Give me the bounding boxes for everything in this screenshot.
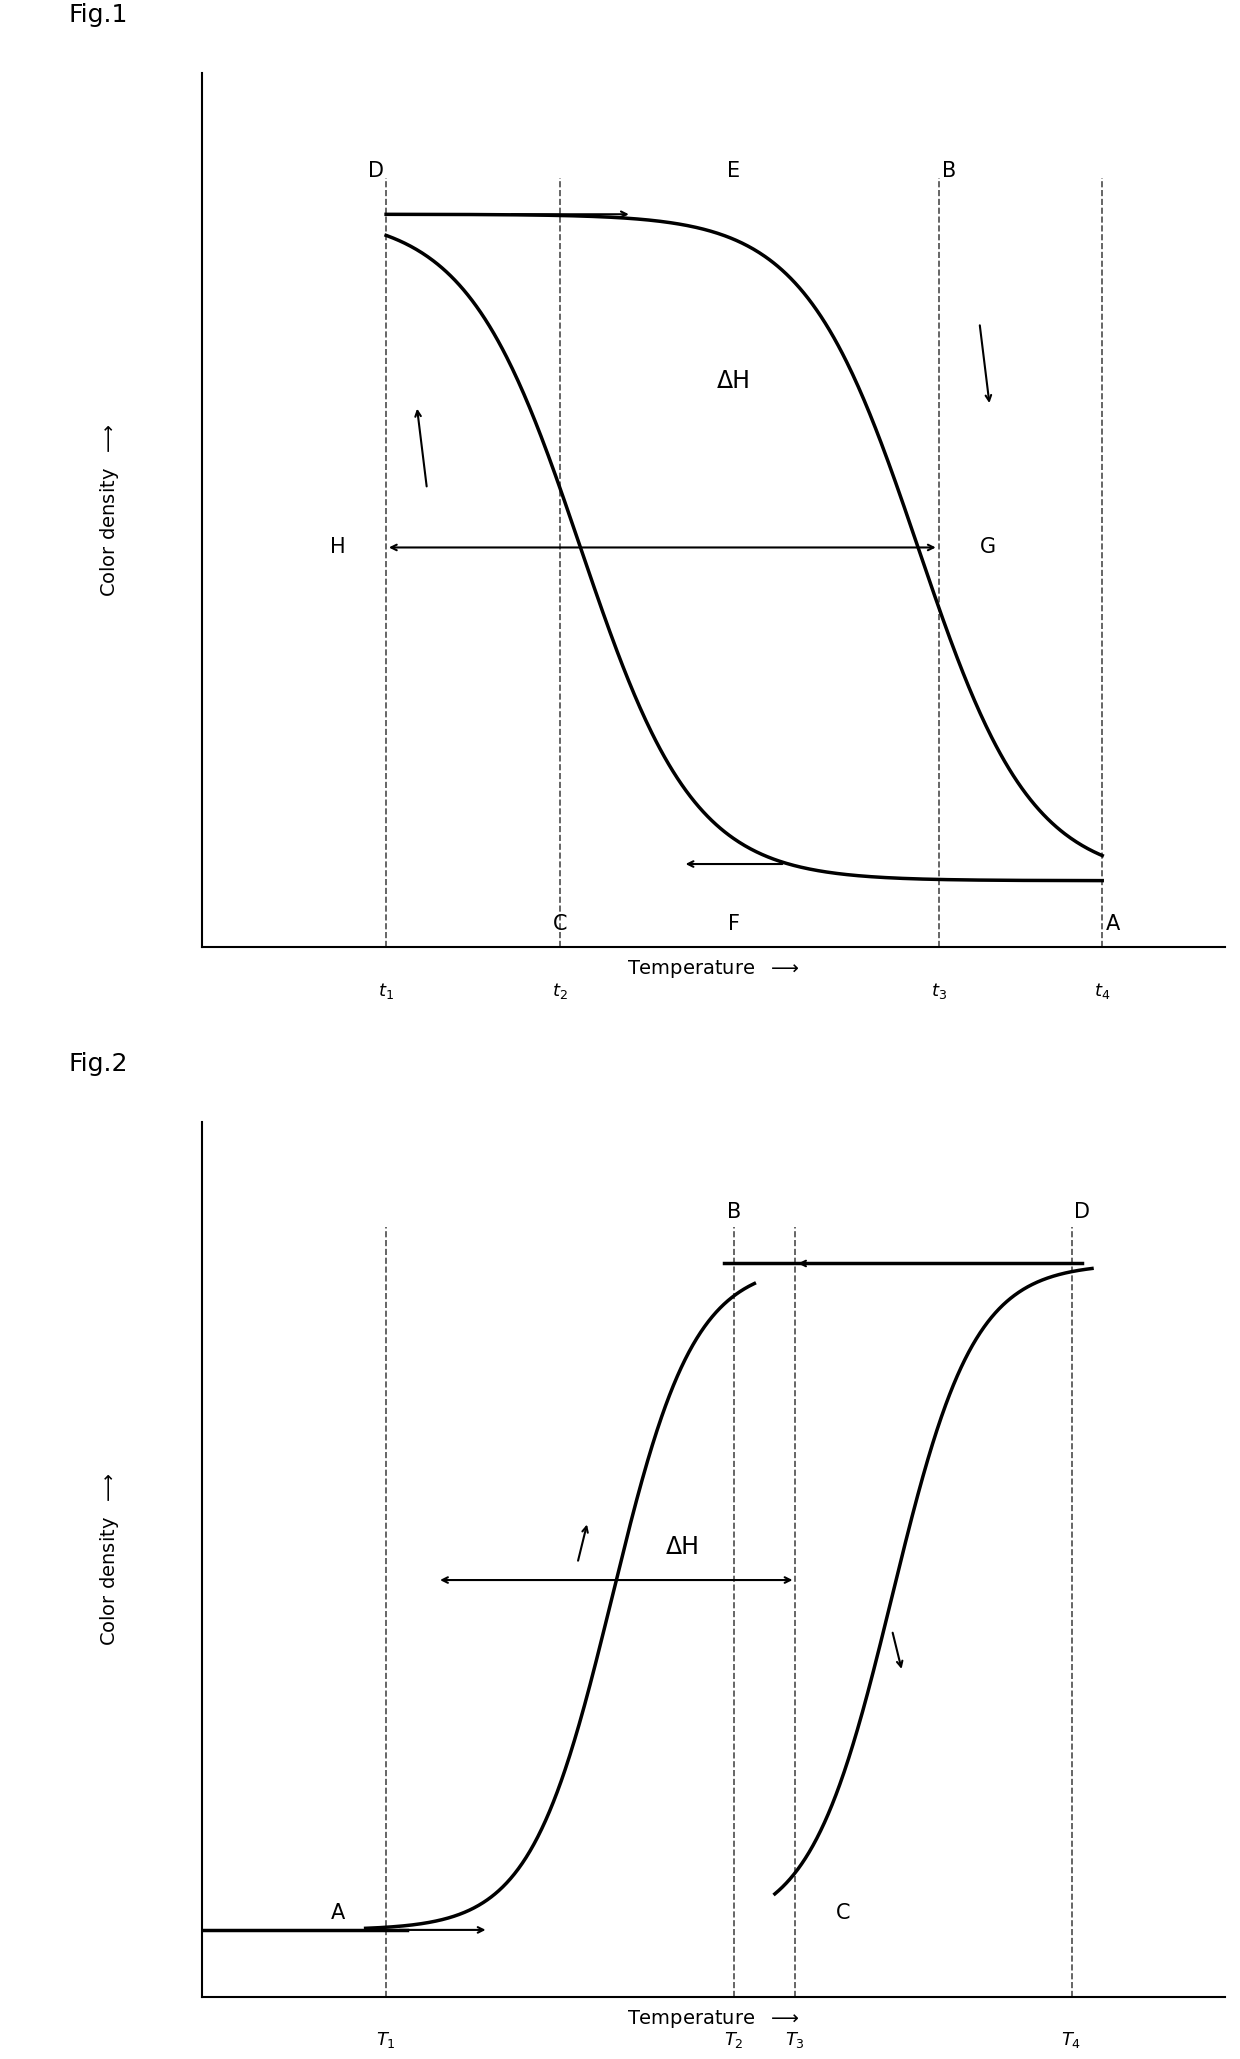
Text: $t_1$: $t_1$ — [378, 980, 394, 1001]
Text: A: A — [331, 1903, 345, 1923]
Text: ΔH: ΔH — [666, 1534, 699, 1559]
Text: Color density  $\longrightarrow$: Color density $\longrightarrow$ — [98, 422, 122, 597]
Text: $T_1$: $T_1$ — [376, 2030, 396, 2051]
Text: F: F — [728, 914, 740, 935]
Text: H: H — [330, 537, 345, 558]
Text: B: B — [941, 161, 956, 181]
Text: Color density  $\longrightarrow$: Color density $\longrightarrow$ — [98, 1472, 122, 1645]
Text: C: C — [553, 914, 567, 935]
Text: Fig.2: Fig.2 — [69, 1052, 129, 1077]
Text: $t_3$: $t_3$ — [930, 980, 946, 1001]
Text: ΔH: ΔH — [717, 369, 751, 393]
Text: $T_3$: $T_3$ — [785, 2030, 805, 2051]
Text: $T_2$: $T_2$ — [724, 2030, 744, 2051]
Text: $t_2$: $t_2$ — [552, 980, 568, 1001]
Text: $t_4$: $t_4$ — [1094, 980, 1110, 1001]
Text: C: C — [836, 1903, 851, 1923]
X-axis label: Temperature  $\longrightarrow$: Temperature $\longrightarrow$ — [627, 2008, 800, 2030]
Text: D: D — [368, 161, 384, 181]
Text: Fig.1: Fig.1 — [69, 2, 128, 27]
Text: $T_4$: $T_4$ — [1061, 2030, 1081, 2051]
Text: D: D — [1074, 1202, 1090, 1221]
Text: A: A — [1105, 914, 1120, 935]
Text: G: G — [980, 537, 996, 558]
Text: B: B — [727, 1202, 742, 1221]
Text: E: E — [728, 161, 740, 181]
X-axis label: Temperature  $\longrightarrow$: Temperature $\longrightarrow$ — [627, 957, 800, 980]
